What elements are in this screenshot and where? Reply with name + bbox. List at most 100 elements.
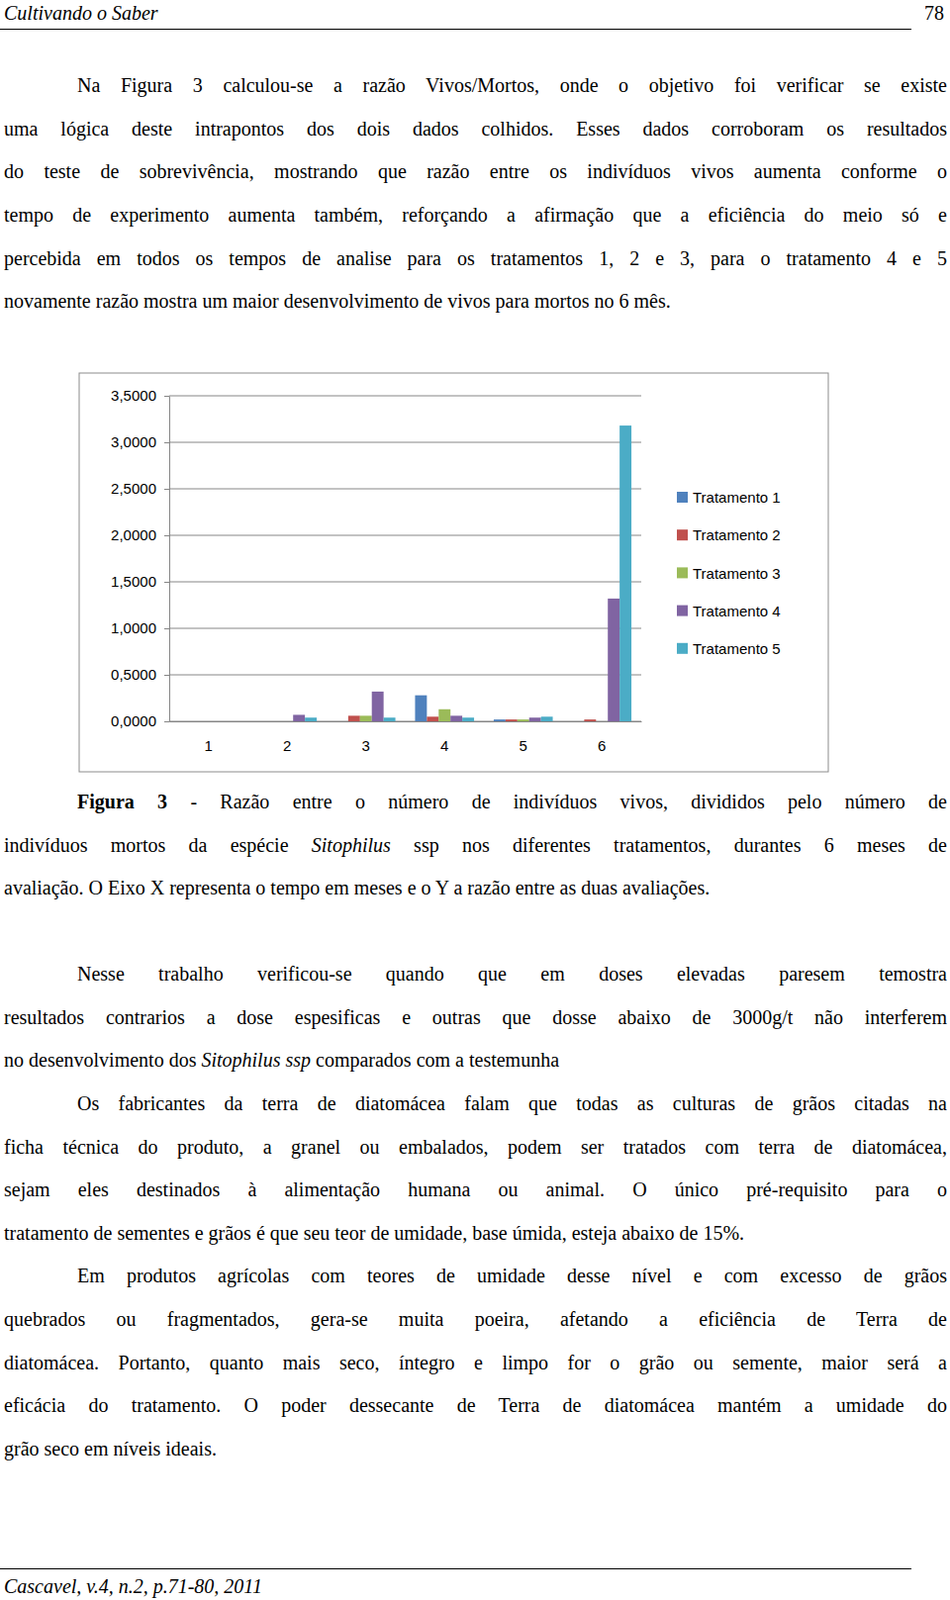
y-tick-label: 2,0000 — [110, 526, 157, 544]
x-tick: 4 — [440, 721, 449, 755]
text-run: - Razão entre o número de indivíduos viv… — [167, 790, 948, 813]
legend-label: Tratamento 1 — [692, 488, 781, 506]
bar — [336, 721, 349, 723]
bar — [426, 716, 439, 722]
bar — [348, 715, 361, 722]
paragraph-line: do teste de sobrevivência, mostrando que… — [3, 150, 948, 194]
bar — [505, 719, 518, 722]
y-tick: 3,5000 — [110, 386, 170, 404]
x-axis: 123456 — [170, 721, 643, 755]
text-run: Sitophilus — [311, 834, 391, 856]
paragraph-line: ficha técnica do produto, a granel ou em… — [3, 1126, 948, 1170]
caption-line: Figura 3 - Razão entre o número de indiv… — [3, 780, 948, 825]
paragraph-line: sejam eles destinados à alimentação huma… — [3, 1168, 948, 1213]
bar — [214, 721, 227, 723]
y-tick-mark — [164, 674, 170, 676]
legend-label: Tratamento 2 — [692, 526, 781, 544]
bar — [583, 719, 596, 722]
bar — [541, 716, 554, 722]
grid-line — [169, 442, 642, 444]
text-run: no desenvolvimento dos — [3, 1048, 201, 1071]
bar — [292, 714, 305, 722]
chart-frame — [79, 373, 829, 772]
bar — [529, 717, 542, 722]
y-tick-mark — [164, 442, 170, 444]
footer-rule — [0, 1568, 912, 1570]
bar — [179, 721, 191, 723]
grid-line — [169, 535, 642, 537]
grid-line — [169, 721, 642, 723]
y-tick-mark — [164, 395, 170, 397]
y-tick-mark — [164, 721, 170, 723]
paragraph-line: grão seco em níveis ideais. — [3, 1427, 948, 1472]
bar — [438, 709, 451, 722]
x-tick-label: 4 — [440, 737, 449, 755]
legend-swatch — [676, 605, 688, 617]
legend-label: Tratamento 3 — [692, 565, 781, 582]
y-axis-line — [169, 396, 171, 723]
y-tick-mark — [164, 628, 170, 630]
bar — [517, 719, 530, 722]
grid-line — [169, 628, 642, 630]
x-tick: 6 — [597, 721, 606, 755]
bar — [450, 715, 463, 722]
y-tick-label: 3,0000 — [110, 433, 157, 451]
bar — [257, 721, 270, 723]
bar — [360, 715, 373, 722]
y-tick-label: 3,5000 — [110, 386, 157, 404]
grid-line — [169, 395, 642, 397]
paragraph-line: novamente razão mostra um maior desenvol… — [3, 280, 948, 324]
text-run: Sitophilus ssp — [200, 1048, 311, 1071]
grid-line — [169, 581, 642, 583]
y-axis: 0,00000,50001,00001,50002,00002,50003,00… — [110, 386, 170, 730]
bar — [462, 717, 475, 722]
header-title: Cultivando o Saber — [3, 0, 159, 26]
y-tick-mark — [164, 488, 170, 490]
bars — [292, 425, 632, 722]
y-tick-label: 1,0000 — [110, 619, 157, 637]
bar — [269, 721, 282, 723]
page: Cultivando o Saber78Na Figura 3 calculou… — [0, 0, 950, 1600]
x-tick-label: 1 — [204, 737, 213, 755]
paragraph-line: eficácia do tratamento. O poder dessecan… — [3, 1384, 948, 1428]
paragraph-line: tratamento de sementes e grãos é que seu… — [3, 1212, 948, 1256]
x-tick: 2 — [283, 721, 291, 755]
grid — [169, 395, 642, 722]
y-tick: 0,5000 — [110, 665, 170, 683]
legend-swatch — [676, 529, 688, 541]
bar — [226, 721, 239, 723]
footer: Cascavel, v.4, n.2, p.71-80, 2011 — [3, 1573, 263, 1600]
bar — [571, 721, 584, 723]
paragraph-line: percebida em todos os tempos de analise … — [3, 237, 948, 282]
bar — [595, 721, 608, 723]
bar — [493, 719, 506, 722]
paragraph-line: quebrados ou fragmentados, gera-se muita… — [3, 1298, 948, 1342]
y-tick: 1,0000 — [110, 619, 170, 637]
y-tick: 2,5000 — [110, 479, 170, 497]
text-run: Figura 3 — [77, 790, 168, 813]
legend: Tratamento 1 Tratamento 2 Tratamento 3 Trat… — [676, 488, 781, 658]
caption-line: indivíduos mortos da espécie Sitophilus … — [3, 824, 948, 868]
y-tick: 2,0000 — [110, 526, 170, 544]
legend-swatch — [676, 491, 688, 503]
legend-label: Tratamento 5 — [692, 640, 781, 658]
paragraph-line: no desenvolvimento dos Sitophilus ssp co… — [3, 1039, 948, 1083]
paragraph-line: tempo de experimento aumenta também, ref… — [3, 193, 948, 238]
page-number: 78 — [924, 0, 945, 26]
paragraph-line: Em produtos agrícolas com teores de umid… — [3, 1254, 948, 1299]
caption-line: avaliação. O Eixo X representa o tempo e… — [3, 866, 948, 911]
bar — [619, 425, 632, 722]
bar — [383, 717, 396, 722]
text-run: comparados com a testemunha — [310, 1048, 560, 1071]
bar — [372, 691, 384, 722]
x-tick: 3 — [362, 721, 371, 755]
bar — [304, 717, 317, 722]
text-run: ssp nos diferentes tratamentos, durantes… — [390, 834, 948, 856]
y-tick-label: 1,5000 — [110, 572, 157, 590]
x-tick-label: 2 — [283, 737, 291, 755]
legend-swatch — [676, 567, 688, 578]
x-tick-label: 3 — [362, 737, 371, 755]
grid-line — [169, 488, 642, 490]
y-tick: 1,5000 — [110, 572, 170, 590]
paragraph-line: Os fabricantes da terra de diatomácea fa… — [3, 1082, 948, 1127]
